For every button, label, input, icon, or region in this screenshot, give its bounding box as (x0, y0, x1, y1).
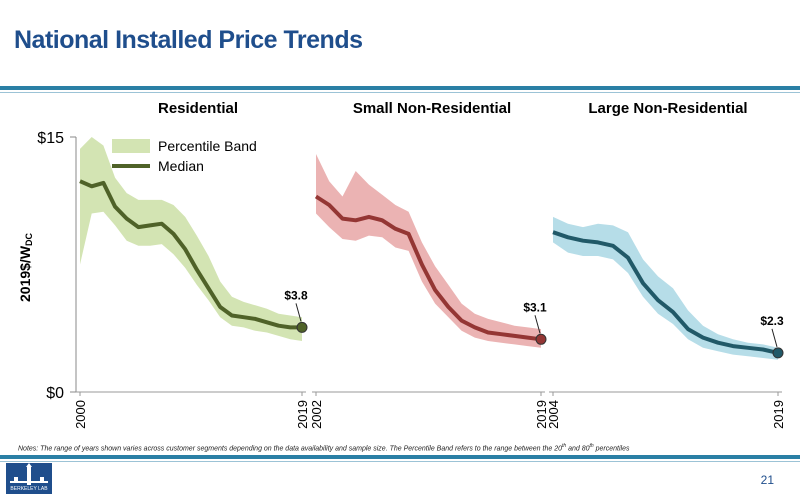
berkeley-lab-logo: BERKELEY LAB (6, 463, 52, 494)
end-label-leader-3 (771, 328, 778, 348)
x-tick-label: 2019 (771, 400, 786, 429)
end-value-label-1: $3.8 (284, 288, 308, 302)
y-tick-label: $15 (37, 130, 64, 147)
title-divider-thin (0, 92, 800, 93)
slide-title: National Installed Price Trends (14, 26, 363, 54)
notes-main: Notes: The range of years shown varies a… (18, 445, 562, 453)
median-end-point-2 (535, 333, 547, 345)
y-axis-label: 2019$/WDC (17, 232, 34, 302)
x-tick-label: 2000 (73, 400, 88, 429)
y-tick-label: $0 (46, 385, 64, 402)
chart-svg: 2019$/WDC $15 $0 Residential $3.8 2000 2019 Sma… (17, 100, 786, 429)
percentile-band-1 (80, 137, 302, 341)
panel-title-2: Small Non-Residential (353, 100, 511, 117)
x-tick-label: 2004 (546, 400, 561, 429)
legend-band-swatch (112, 139, 150, 153)
price-trends-chart: 2019$/WDC $15 $0 Residential $3.8 2000 2019 Sma… (0, 90, 800, 440)
median-line-2 (314, 194, 542, 342)
notes-sup-1: th (561, 443, 567, 449)
end-label-leader-2 (534, 315, 541, 334)
notes-text: Notes: The range of years shown varies a… (18, 443, 629, 452)
logo-text: BERKELEY LAB (10, 486, 48, 492)
legend-median-label: Median (158, 158, 204, 174)
notes-end: percentiles (593, 445, 630, 453)
median-end-point-1 (296, 321, 308, 333)
panel-title-1: Residential (158, 100, 238, 117)
x-tick-label: 2002 (309, 400, 324, 429)
end-value-label-3: $2.3 (760, 314, 784, 328)
end-label-leader-1 (295, 303, 302, 322)
x-tick-label: 2019 (534, 400, 549, 429)
median-end-point-3 (772, 347, 784, 359)
footer-divider-thin (0, 461, 800, 462)
footer-divider (0, 455, 800, 459)
notes-sup-2: th (589, 443, 594, 449)
end-value-label-2: $3.1 (523, 300, 547, 314)
y-axis-label-sub: DC (24, 232, 34, 245)
y-axis-label-main: 2019$/W (17, 245, 33, 302)
notes-mid: and 80 (566, 445, 590, 453)
legend-band-label: Percentile Band (158, 138, 257, 154)
panel-title-3: Large Non-Residential (588, 100, 747, 117)
median-line-3 (552, 230, 779, 355)
percentile-band-2 (316, 154, 541, 348)
page-number: 21 (760, 473, 774, 487)
x-tick-label: 2019 (295, 400, 310, 429)
percentile-band-3 (553, 216, 778, 360)
median-line-1 (79, 179, 302, 330)
campanile-icon (10, 463, 48, 485)
title-divider (0, 86, 800, 90)
